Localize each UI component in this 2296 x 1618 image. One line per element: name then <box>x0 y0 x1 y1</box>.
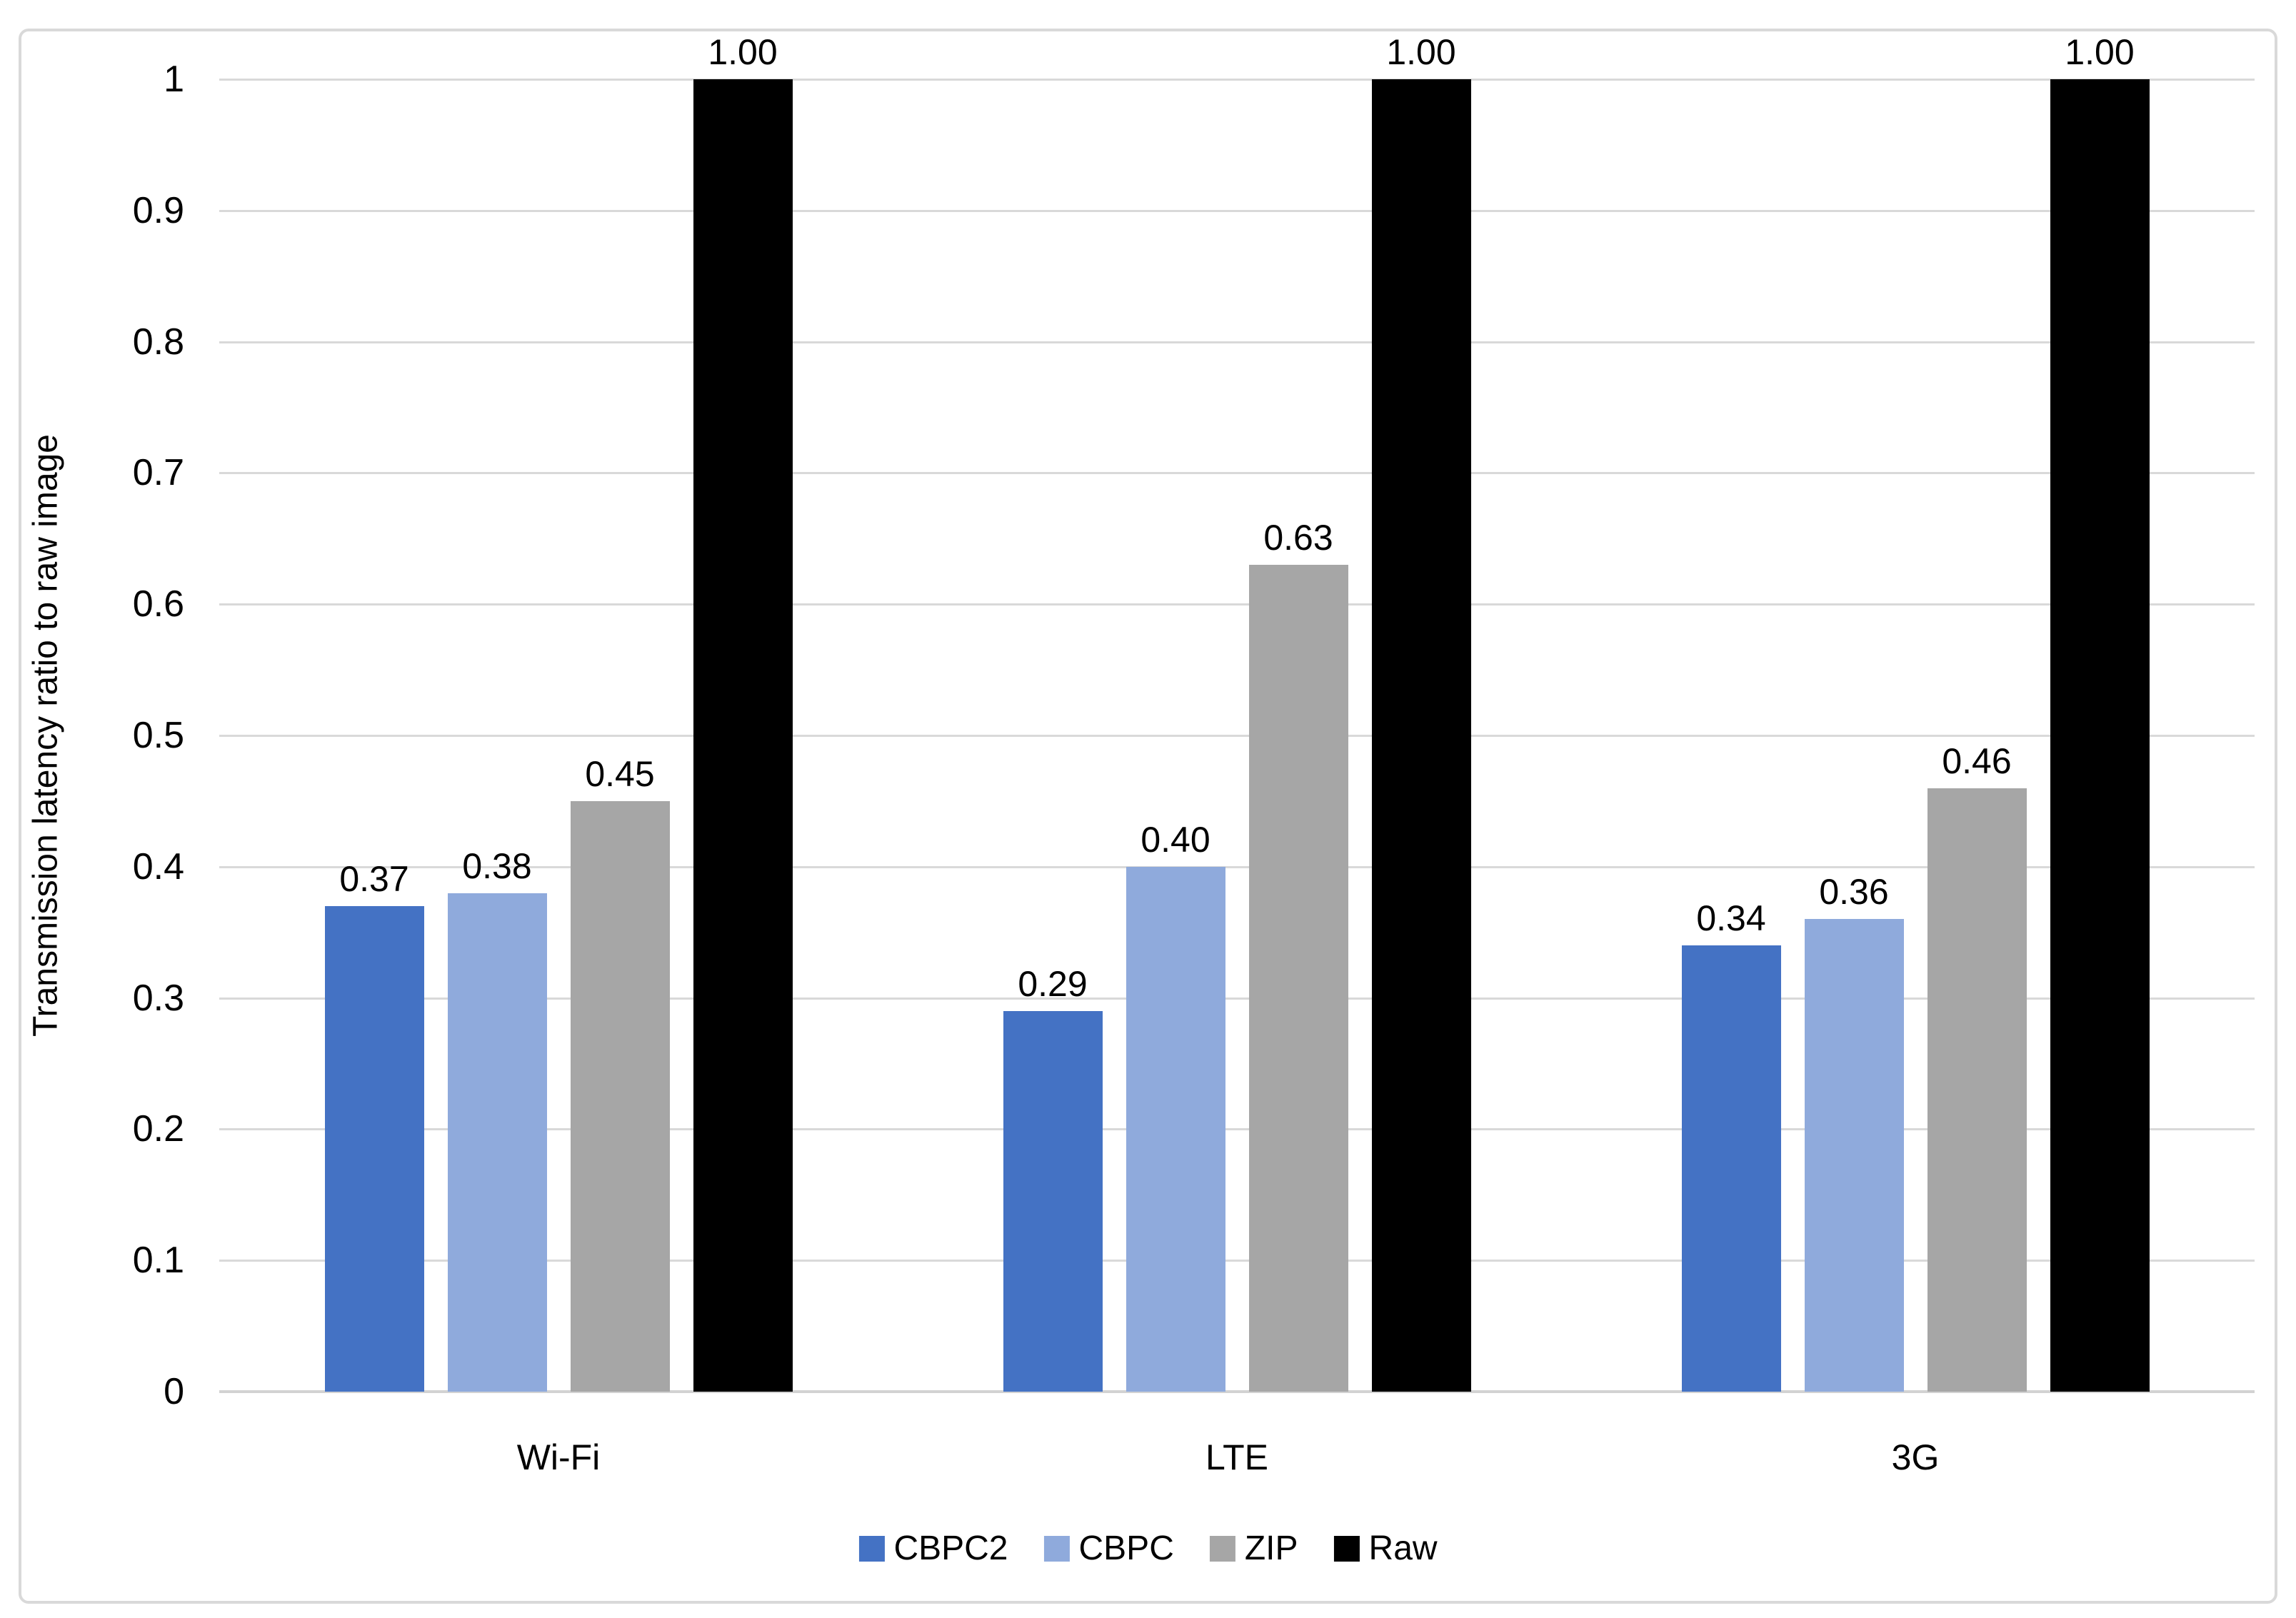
bar-value-label: 0.46 <box>1942 740 2012 781</box>
bar-raw-3g <box>2050 79 2150 1392</box>
legend-swatch <box>1043 1536 1070 1562</box>
bar-value-label: 0.29 <box>1018 963 1088 1004</box>
y-tick-label: 0.2 <box>132 1108 184 1150</box>
gridline <box>219 1128 2255 1131</box>
legend-swatch <box>1333 1536 1360 1562</box>
y-tick-label: 0.5 <box>132 715 184 756</box>
bar-cbpc2-lte <box>1003 1010 1103 1392</box>
gridline <box>219 735 2255 737</box>
bar-cbpc2-3g <box>1681 945 1781 1392</box>
gridline <box>219 341 2255 343</box>
bar-value-label: 0.38 <box>462 845 532 886</box>
legend-item-zip: ZIP <box>1209 1529 1298 1567</box>
legend-label: ZIP <box>1244 1529 1298 1567</box>
gridline <box>219 472 2255 475</box>
legend-item-cbpc2: CBPC2 <box>858 1531 1008 1567</box>
y-tick-label: 0.1 <box>132 1240 184 1282</box>
bar-cbpc-3g <box>1804 919 1904 1392</box>
legend-swatch <box>1209 1536 1235 1562</box>
legend-item-raw: Raw <box>1333 1529 1438 1567</box>
y-tick-label: 0 <box>164 1371 184 1412</box>
y-tick-label: 0.7 <box>132 452 184 494</box>
y-tick-label: 0.9 <box>132 189 184 231</box>
bar-value-label: 0.40 <box>1141 819 1210 860</box>
gridline <box>219 997 2255 1000</box>
bar-zip-wi-fi <box>570 800 670 1392</box>
x-axis-line <box>219 1390 2255 1393</box>
bar-cbpc-lte <box>1126 866 1225 1392</box>
gridline <box>219 603 2255 606</box>
gridline <box>219 79 2255 81</box>
y-axis-title: Transmission latency ratio to raw image <box>26 434 65 1037</box>
gridline <box>219 209 2255 212</box>
legend-item-cbpc: CBPC <box>1043 1529 1174 1567</box>
y-tick-label: 0.8 <box>132 321 184 363</box>
y-tick-label: 1 <box>164 59 184 100</box>
legend-label: CBPC2 <box>893 1529 1008 1567</box>
legend-swatch <box>858 1536 885 1562</box>
y-tick-label: 0.4 <box>132 845 184 888</box>
bar-value-label: 1.00 <box>2065 32 2135 72</box>
bar-value-label: 0.36 <box>1819 872 1889 913</box>
y-tick-label: 0.3 <box>132 977 184 1019</box>
bar-raw-lte <box>1371 79 1471 1392</box>
x-category-label: Wi-Fi <box>516 1437 601 1477</box>
bar-cbpc2-wi-fi <box>324 905 424 1392</box>
bar-value-label: 0.37 <box>339 858 409 899</box>
bar-value-label: 1.00 <box>1386 32 1456 72</box>
gridline <box>219 865 2255 868</box>
bar-zip-3g <box>1927 788 2027 1392</box>
bar-raw-wi-fi <box>693 79 793 1392</box>
bar-zip-lte <box>1248 565 1348 1392</box>
bar-cbpc-wi-fi <box>447 893 547 1392</box>
legend-label: Raw <box>1368 1529 1438 1567</box>
y-tick-label: 0.6 <box>132 583 184 625</box>
x-category-label: LTE <box>1205 1437 1268 1477</box>
x-category-label: 3G <box>1891 1437 1940 1477</box>
bar-value-label: 1.00 <box>708 32 778 72</box>
bar-value-label: 0.63 <box>1263 518 1333 558</box>
legend: CBPC2 CBPC ZIP Raw <box>858 1529 1438 1567</box>
gridline <box>219 1260 2255 1262</box>
bar-value-label: 0.34 <box>1696 898 1766 939</box>
bar-value-label: 0.45 <box>585 753 655 794</box>
legend-label: CBPC <box>1078 1529 1174 1567</box>
